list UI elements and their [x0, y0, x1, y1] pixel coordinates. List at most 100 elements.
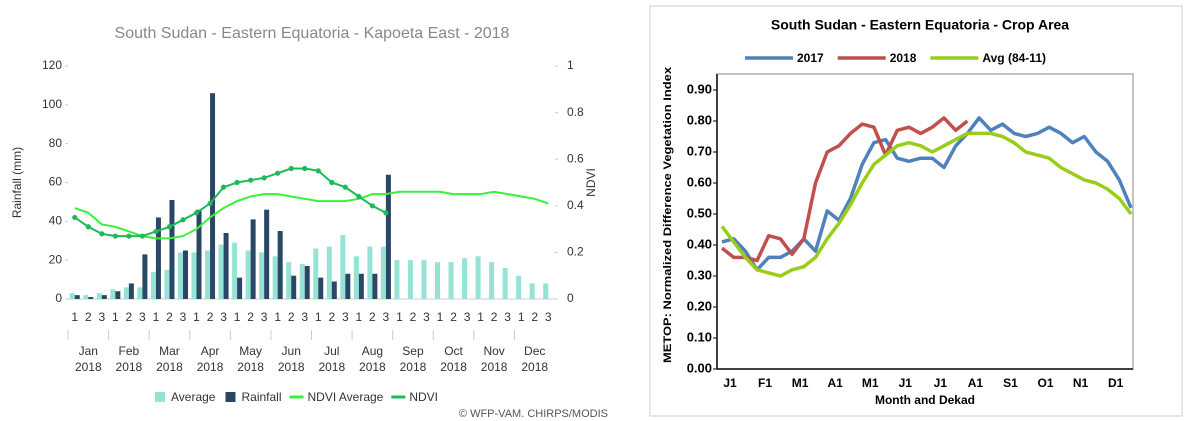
y-tick-label: 100 — [42, 97, 62, 111]
y2-tick-label: 0.2 — [567, 245, 584, 259]
y-tick-label: 0.50 — [687, 205, 712, 220]
x-group-label: Dec — [524, 344, 545, 358]
chart-frame — [649, 5, 1183, 417]
x-group-label: 2018 — [237, 360, 264, 374]
bar — [407, 260, 413, 299]
y-tick-label: 60 — [49, 175, 63, 189]
bar — [385, 174, 391, 299]
x-group-label: Aug — [362, 344, 383, 358]
line — [721, 116, 1133, 272]
y2-axis-label: NDVI — [584, 168, 598, 197]
marker — [166, 224, 173, 230]
x-tick-label: 1 — [71, 310, 78, 324]
legend-label: Avg (84-11) — [982, 51, 1046, 65]
marker — [369, 203, 375, 209]
x-group-label: Feb — [119, 344, 140, 358]
bar — [516, 275, 522, 299]
x-group-label: May — [239, 344, 262, 358]
bar — [191, 252, 197, 299]
bar — [128, 283, 134, 299]
y-tick-label: 0.20 — [687, 298, 712, 313]
y-tick-label: 80 — [49, 136, 63, 150]
x-tick-label: 1 — [153, 310, 160, 324]
x-tick-label: M1 — [862, 376, 879, 390]
plot-frame — [716, 73, 1134, 370]
bar — [529, 283, 535, 299]
y-tick-label: 0 — [55, 291, 62, 305]
x-tick-label: 3 — [545, 310, 552, 324]
line — [720, 131, 1133, 278]
y-tick-label: 0.70 — [687, 143, 712, 158]
x-group-label: Sep — [402, 344, 424, 358]
x-group-label: 2018 — [197, 360, 224, 374]
marker — [234, 179, 240, 186]
legend-swatch — [155, 392, 165, 402]
line — [74, 190, 549, 240]
bar — [259, 252, 265, 299]
bar — [489, 262, 495, 299]
legend-label: NDVI — [409, 390, 438, 404]
bar — [164, 269, 170, 299]
x-tick-label: 2 — [369, 310, 376, 324]
bar — [313, 248, 319, 299]
x-tick-label: 2 — [85, 310, 92, 324]
x-group-label: Jul — [324, 344, 339, 358]
x-tick-label: N1 — [1073, 376, 1089, 390]
bar — [345, 273, 351, 299]
marker — [248, 177, 254, 183]
bar — [331, 281, 337, 299]
legend-label: 2018 — [890, 51, 917, 65]
bar — [340, 234, 346, 299]
x-tick-label: 3 — [504, 310, 511, 324]
bar — [142, 254, 148, 299]
bar — [177, 252, 183, 299]
bar — [232, 242, 238, 299]
bar — [218, 244, 224, 299]
x-tick-label: 1 — [112, 310, 119, 324]
bar — [101, 295, 107, 299]
y2-tick-label: 0.8 — [567, 105, 584, 119]
x-tick-label: 2 — [166, 310, 173, 324]
x-group-label: Apr — [201, 344, 220, 358]
x-tick-label: 3 — [383, 310, 390, 324]
bar — [358, 273, 364, 299]
x-tick-label: A1 — [827, 376, 843, 390]
bar — [137, 287, 143, 299]
x-group-label: 2018 — [400, 360, 427, 374]
bar — [462, 258, 468, 299]
x-tick-label: 3 — [301, 310, 308, 324]
x-group-label: 2018 — [156, 360, 183, 374]
marker — [207, 200, 213, 207]
marker — [139, 233, 146, 239]
x-tick-label: S1 — [1003, 376, 1018, 390]
bar — [237, 277, 243, 299]
x-tick-label: 2 — [207, 310, 214, 324]
x-tick-label: 1 — [518, 310, 525, 324]
marker — [112, 233, 118, 239]
x-tick-label: 1 — [234, 310, 241, 324]
legend-label: Rainfall — [241, 390, 281, 404]
x-tick-label: 3 — [342, 310, 349, 324]
y2-tick-label: 0.4 — [567, 198, 584, 212]
y-tick-label: 0.80 — [687, 112, 712, 127]
bar — [291, 275, 297, 299]
bar — [318, 277, 324, 299]
x-tick-label: 3 — [180, 310, 187, 324]
bar — [367, 246, 373, 299]
marker — [275, 170, 281, 176]
legend-label: NDVI Average — [308, 390, 384, 404]
bar — [196, 209, 202, 299]
bar — [475, 256, 481, 299]
x-tick-label: 3 — [464, 310, 471, 324]
legend-label: 2017 — [797, 51, 824, 65]
bar — [326, 246, 332, 299]
marker — [126, 233, 132, 239]
marker — [302, 165, 308, 172]
x-group-label: 2018 — [116, 360, 143, 374]
x-axis-label: Month and Dekad — [875, 393, 975, 407]
marker — [193, 210, 200, 216]
y-axis-label: METOP: Normalized Difference Vegetation … — [662, 66, 674, 363]
bar — [210, 93, 216, 299]
x-tick-label: 2 — [247, 310, 254, 324]
marker — [220, 184, 227, 190]
